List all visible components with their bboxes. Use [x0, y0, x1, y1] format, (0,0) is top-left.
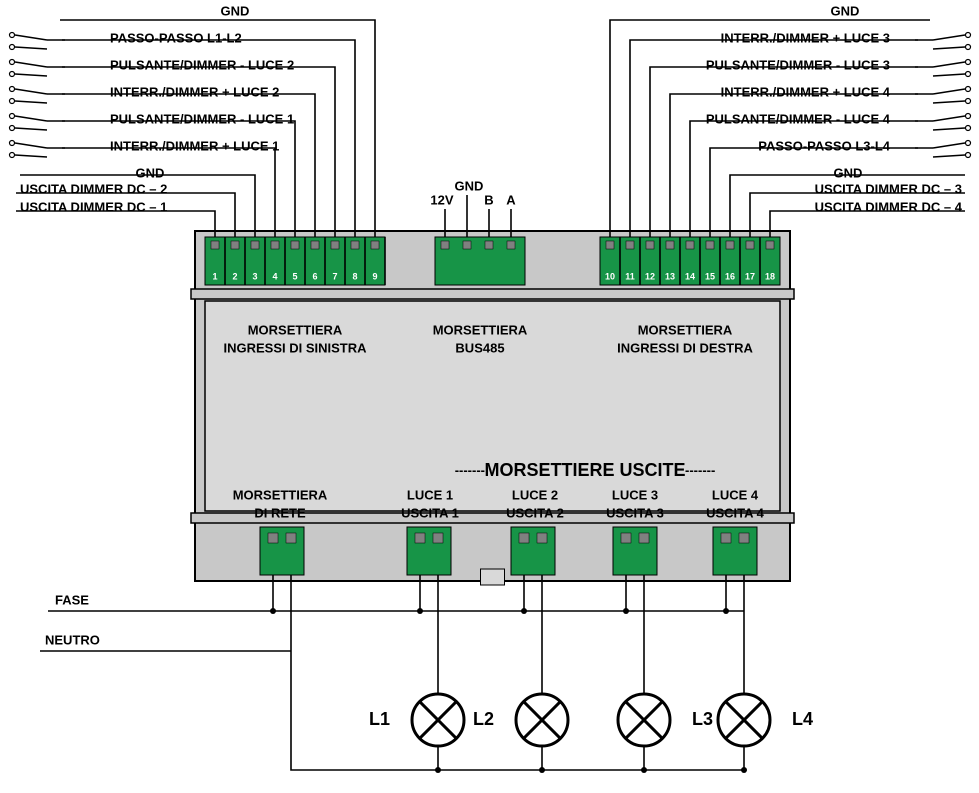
svg-text:USCITA DIMMER DC – 2: USCITA DIMMER DC – 2 — [20, 181, 167, 196]
svg-text:GND: GND — [221, 3, 250, 18]
svg-text:USCITA 4: USCITA 4 — [706, 505, 765, 520]
svg-text:GND: GND — [455, 178, 484, 193]
svg-text:-------: ------- — [685, 462, 715, 477]
svg-text:A: A — [506, 192, 516, 207]
svg-text:4: 4 — [272, 271, 277, 281]
svg-text:8: 8 — [352, 271, 357, 281]
svg-text:USCITA 1: USCITA 1 — [401, 505, 459, 520]
svg-text:16: 16 — [725, 271, 735, 281]
svg-text:12V: 12V — [430, 192, 453, 207]
svg-text:INGRESSI DI DESTRA: INGRESSI DI DESTRA — [617, 340, 753, 355]
svg-text:USCITA 3: USCITA 3 — [606, 505, 664, 520]
svg-text:FASE: FASE — [55, 592, 89, 607]
svg-text:GND: GND — [136, 165, 165, 180]
svg-text:PULSANTE/DIMMER - LUCE 3: PULSANTE/DIMMER - LUCE 3 — [706, 57, 890, 72]
svg-text:LUCE 3: LUCE 3 — [612, 487, 658, 502]
svg-text:15: 15 — [705, 271, 715, 281]
svg-text:MORSETTIERE USCITE: MORSETTIERE USCITE — [484, 460, 685, 480]
svg-text:MORSETTIERA: MORSETTIERA — [433, 322, 528, 337]
svg-text:L3: L3 — [692, 709, 713, 729]
svg-text:PASSO-PASSO L3-L4: PASSO-PASSO L3-L4 — [758, 138, 890, 153]
svg-text:INTERR./DIMMER + LUCE 4: INTERR./DIMMER + LUCE 4 — [721, 84, 891, 99]
svg-text:13: 13 — [665, 271, 675, 281]
svg-text:INTERR./DIMMER + LUCE 3: INTERR./DIMMER + LUCE 3 — [721, 30, 890, 45]
svg-text:12: 12 — [645, 271, 655, 281]
svg-text:1: 1 — [212, 271, 217, 281]
svg-text:BUS485: BUS485 — [455, 340, 504, 355]
svg-text:5: 5 — [292, 271, 297, 281]
svg-text:USCITA DIMMER DC – 3: USCITA DIMMER DC – 3 — [815, 181, 962, 196]
svg-text:INTERR./DIMMER + LUCE 2: INTERR./DIMMER + LUCE 2 — [110, 84, 279, 99]
svg-text:USCITA DIMMER DC – 1: USCITA DIMMER DC – 1 — [20, 199, 167, 214]
svg-text:-------: ------- — [455, 462, 485, 477]
svg-text:MORSETTIERA: MORSETTIERA — [233, 487, 328, 502]
svg-text:PASSO-PASSO L1-L2: PASSO-PASSO L1-L2 — [110, 30, 242, 45]
svg-text:LUCE 4: LUCE 4 — [712, 487, 759, 502]
svg-text:2: 2 — [232, 271, 237, 281]
svg-text:INGRESSI DI SINISTRA: INGRESSI DI SINISTRA — [223, 340, 367, 355]
svg-text:DI RETE: DI RETE — [254, 505, 306, 520]
svg-text:LUCE 2: LUCE 2 — [512, 487, 558, 502]
svg-text:14: 14 — [685, 271, 695, 281]
svg-text:NEUTRO: NEUTRO — [45, 632, 100, 647]
svg-text:18: 18 — [765, 271, 775, 281]
svg-text:L1: L1 — [369, 709, 390, 729]
svg-text:B: B — [484, 192, 493, 207]
svg-text:MORSETTIERA: MORSETTIERA — [638, 322, 733, 337]
svg-text:LUCE 1: LUCE 1 — [407, 487, 453, 502]
svg-text:17: 17 — [745, 271, 755, 281]
svg-text:PULSANTE/DIMMER - LUCE 1: PULSANTE/DIMMER - LUCE 1 — [110, 111, 294, 126]
svg-text:L4: L4 — [792, 709, 813, 729]
svg-text:L2: L2 — [473, 709, 494, 729]
svg-text:10: 10 — [605, 271, 615, 281]
svg-text:GND: GND — [831, 3, 860, 18]
svg-text:USCITA DIMMER DC – 4: USCITA DIMMER DC – 4 — [815, 199, 963, 214]
svg-text:PULSANTE/DIMMER - LUCE 2: PULSANTE/DIMMER - LUCE 2 — [110, 57, 294, 72]
svg-text:3: 3 — [252, 271, 257, 281]
svg-text:6: 6 — [312, 271, 317, 281]
svg-text:PULSANTE/DIMMER - LUCE 4: PULSANTE/DIMMER - LUCE 4 — [706, 111, 891, 126]
svg-text:7: 7 — [332, 271, 337, 281]
svg-text:9: 9 — [372, 271, 377, 281]
svg-text:INTERR./DIMMER + LUCE 1: INTERR./DIMMER + LUCE 1 — [110, 138, 279, 153]
lbl-left1: MORSETTIERA — [248, 322, 343, 337]
svg-text:11: 11 — [625, 271, 635, 281]
svg-text:USCITA 2: USCITA 2 — [506, 505, 564, 520]
svg-text:GND: GND — [834, 165, 863, 180]
